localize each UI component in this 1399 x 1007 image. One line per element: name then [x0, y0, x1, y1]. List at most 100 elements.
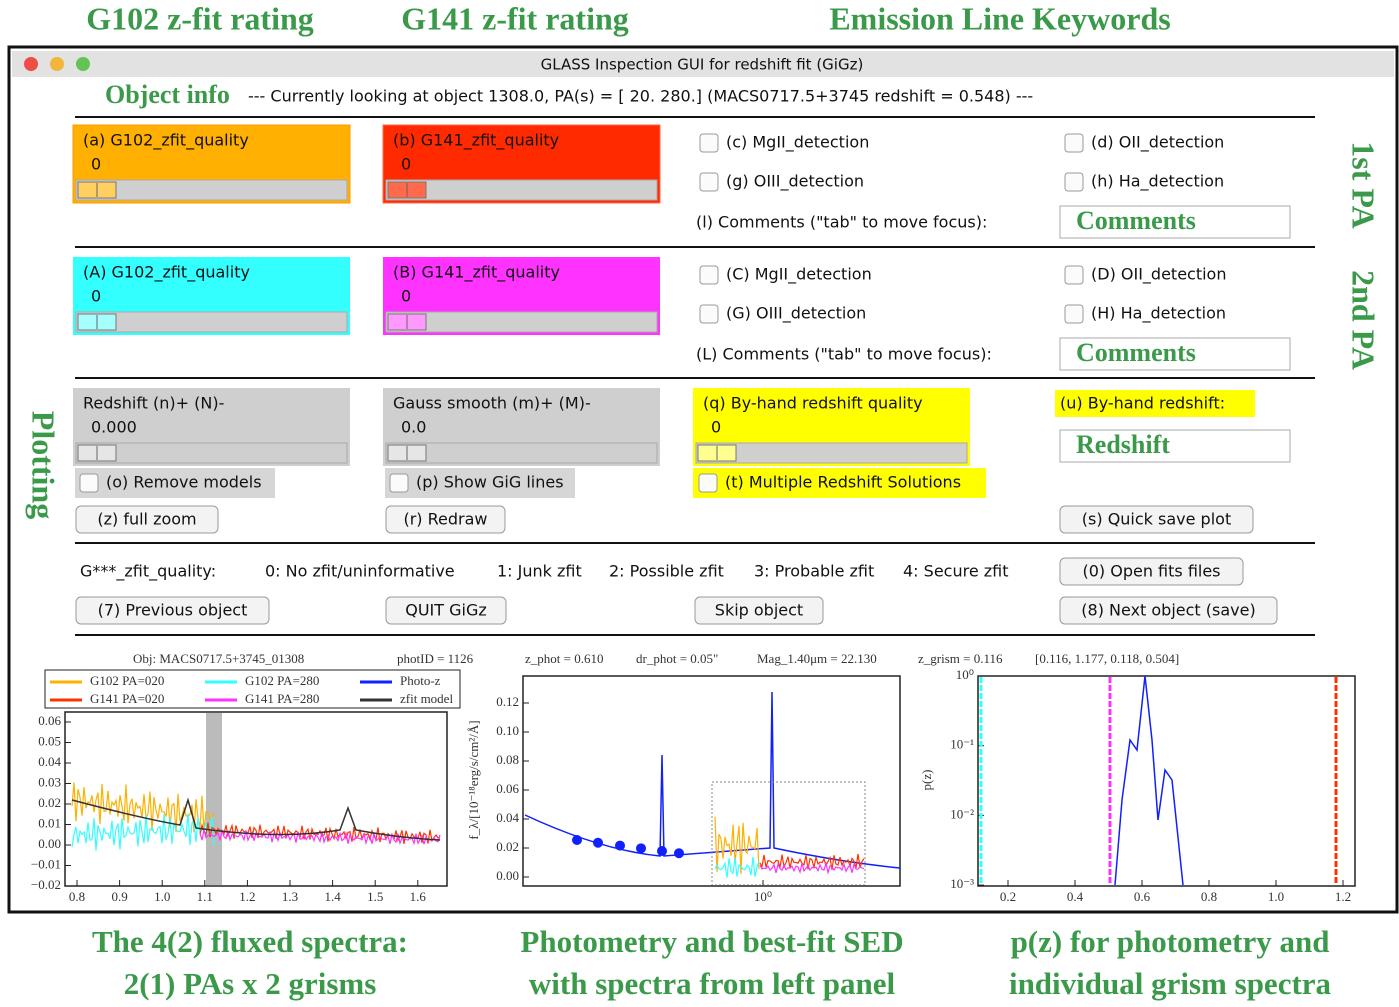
x-tick-label: 0.8: [69, 889, 85, 904]
checkbox[interactable]: [699, 133, 719, 153]
button-label: (z) full zoom: [97, 510, 196, 529]
checkbox-label: (o) Remove models: [106, 473, 262, 492]
slider-label: Gauss smooth (m)+ (M)-: [393, 394, 591, 413]
checkbox-label: (h) Ha_detection: [1091, 172, 1224, 192]
slider-trough[interactable]: [75, 311, 348, 333]
object-info-label: Object info: [105, 80, 230, 109]
plot-header: Obj: MACS0717.5+3745_01308: [133, 651, 304, 666]
text-entry[interactable]: [1059, 337, 1291, 371]
checkbox[interactable]: [699, 172, 719, 192]
comment-label: (L) Comments ("tab" to move focus):: [696, 345, 992, 364]
legend-label: G141 PA=280: [245, 691, 319, 706]
checkbox[interactable]: [1064, 133, 1084, 153]
zoom-button[interactable]: [76, 57, 90, 71]
x-tick-label: 0.6: [1134, 889, 1151, 904]
x-tick-label: 1.0: [154, 889, 170, 904]
close-button[interactable]: [24, 57, 38, 71]
y-axis-label: f_λ/[10⁻¹⁸erg/s/cm²/Å]: [466, 720, 481, 839]
slider-value: 0: [91, 287, 101, 306]
checkbox-label: (C) MgII_detection: [726, 265, 872, 285]
y-tick-label: 0.06: [496, 781, 519, 796]
y-tick-label: 0.08: [496, 752, 519, 767]
slider-trough[interactable]: [385, 442, 658, 464]
button-label: Skip object: [715, 601, 803, 620]
checkbox[interactable]: [389, 473, 409, 493]
checkbox[interactable]: [699, 304, 719, 324]
photometry-point: [674, 848, 684, 859]
button-label: (r) Redraw: [403, 510, 487, 529]
x-tick-label: 1.5: [367, 889, 383, 904]
button[interactable]: [385, 596, 507, 625]
y-tick-label: 0.02: [38, 795, 61, 810]
button[interactable]: [1059, 557, 1244, 586]
slider-trough[interactable]: [75, 442, 348, 464]
y-tick-label: 10⁰: [956, 667, 974, 682]
button[interactable]: [1059, 505, 1254, 534]
y-tick-label: 0.03: [38, 774, 61, 789]
legend-label: G141 PA=020: [90, 691, 164, 706]
button[interactable]: [1059, 596, 1278, 625]
slider-value: 0: [91, 155, 101, 174]
slider-trough[interactable]: [75, 179, 348, 201]
y-tick-label: 0.12: [496, 694, 519, 709]
y-tick-label: 0.01: [38, 815, 61, 830]
text-entry[interactable]: [1059, 429, 1291, 463]
slider-label: (b) G141_zfit_quality: [393, 131, 559, 151]
checkbox[interactable]: [698, 473, 718, 493]
comment-label: (l) Comments ("tab" to move focus):: [696, 213, 987, 232]
slider-trough[interactable]: [385, 311, 658, 333]
checkbox[interactable]: [1064, 265, 1084, 285]
plot-axes: [977, 675, 1356, 887]
title-bar: [12, 51, 1394, 77]
x-tick-label: 1.2: [1335, 889, 1351, 904]
checkbox-label: (G) OIII_detection: [726, 304, 866, 324]
entry-placeholder: Comments: [1076, 206, 1196, 235]
y-tick-label: 10⁻²: [950, 806, 974, 821]
slider-value: 0: [401, 155, 411, 174]
annotation: G102 z-fit rating: [86, 0, 314, 36]
checkbox-label: (t) Multiple Redshift Solutions: [725, 473, 961, 492]
button-label: (s) Quick save plot: [1082, 510, 1231, 529]
y-tick-label: 0.10: [496, 723, 519, 738]
x-tick-label: 1.4: [324, 889, 341, 904]
slider-trough[interactable]: [385, 179, 658, 201]
checkbox[interactable]: [699, 265, 719, 285]
x-tick-label: 1.3: [282, 889, 298, 904]
legend-label: G102 PA=020: [90, 673, 164, 688]
check-bg: [75, 468, 275, 498]
quality-item: 3: Probable zfit: [754, 562, 874, 581]
x-tick-label: 10⁰: [754, 889, 772, 904]
x-tick-label: 1.2: [239, 889, 255, 904]
annotation: p(z) for photometry and: [1011, 924, 1330, 959]
button[interactable]: [75, 505, 219, 534]
slider-label: Redshift (n)+ (N)-: [83, 394, 224, 413]
checkbox[interactable]: [1064, 304, 1084, 324]
button[interactable]: [694, 596, 824, 625]
button-label: (8) Next object (save): [1081, 601, 1255, 620]
slider-value: 0.0: [401, 418, 426, 437]
spectrum-trace: [71, 813, 215, 851]
button[interactable]: [385, 505, 506, 534]
redshift-label: (u) By-hand redshift:: [1060, 394, 1225, 413]
y-tick-label: 0.06: [38, 713, 61, 728]
x-tick-label: 0.9: [111, 889, 127, 904]
quality-item: 2: Possible zfit: [609, 562, 724, 581]
model-trace: [71, 797, 441, 841]
checkbox[interactable]: [1064, 172, 1084, 192]
slider-trough[interactable]: [695, 442, 968, 464]
button[interactable]: [75, 596, 270, 625]
y-axis-label: p(z): [919, 770, 934, 791]
annotation: with spectra from left panel: [529, 966, 896, 1001]
spectrum-trace: [71, 782, 215, 833]
entry-placeholder: Redshift: [1076, 430, 1170, 459]
exclusion-band: [206, 713, 222, 885]
checkbox-label: (d) OII_detection: [1091, 133, 1224, 153]
minimize-button[interactable]: [50, 57, 64, 71]
quality-item: 1: Junk zfit: [497, 562, 582, 581]
text-entry[interactable]: [1059, 205, 1291, 239]
annotation: Emission Line Keywords: [829, 0, 1170, 36]
checkbox[interactable]: [79, 473, 99, 493]
y-tick-label: 10⁻¹: [950, 737, 974, 752]
spectrum-trace: [199, 828, 441, 846]
